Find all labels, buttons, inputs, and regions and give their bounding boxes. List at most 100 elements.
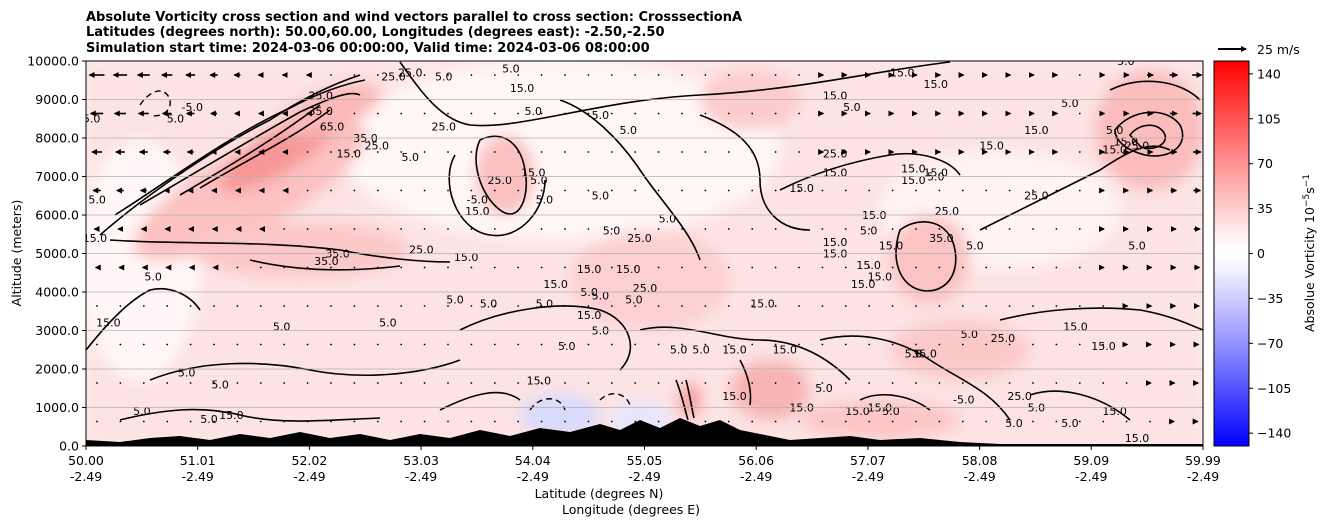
wind-vector [938, 420, 941, 423]
wind-vector [891, 266, 894, 269]
y-tick-label: 0.0 [59, 439, 79, 454]
wind-vector [564, 305, 566, 307]
wind-vector [493, 420, 496, 423]
contour-label: 5.0 [211, 378, 229, 391]
contour-label: 15.0 [527, 374, 552, 387]
wind-vector [493, 305, 496, 307]
wind-vector [353, 228, 356, 230]
wind-vector [423, 266, 426, 269]
wind-key-label: 25 m/s [1257, 42, 1300, 57]
wind-key: 25 m/s [1218, 42, 1300, 57]
contour-label: 5.0 [530, 174, 548, 187]
wind-vector [564, 420, 566, 423]
wind-vector [470, 343, 473, 346]
colorbar-tick-label: −105 [1257, 381, 1291, 396]
wind-vector [330, 459, 332, 461]
wind-vector [564, 382, 566, 384]
wind-vector [1055, 305, 1058, 307]
contour-label: 5.0 [620, 124, 638, 137]
wind-vector [610, 228, 613, 230]
y-tick-label: 8000.0 [35, 131, 79, 146]
wind-vector [166, 343, 169, 346]
wind-vector [447, 420, 449, 423]
wind-vector [634, 74, 637, 76]
wind-vector [1032, 266, 1034, 269]
wind-vector [704, 74, 707, 76]
wind-vector [330, 189, 332, 192]
wind-vector [821, 382, 824, 384]
wind-vector [634, 343, 637, 346]
wind-vector [751, 74, 754, 76]
wind-vector [1149, 420, 1151, 423]
contour-label: 5.0 [1117, 55, 1135, 68]
contour-label: 5.0 [379, 317, 397, 330]
contour-label: 25.0 [1125, 140, 1150, 153]
wind-vector [868, 189, 871, 192]
wind-vector [330, 112, 332, 115]
wind-vector [142, 382, 145, 384]
wind-vector [119, 343, 122, 346]
colorbar-tick-label: −140 [1257, 426, 1291, 441]
contour-lines [86, 61, 1203, 422]
wind-vector [844, 189, 847, 192]
wind-vector [1055, 189, 1058, 192]
wind-vector [938, 343, 941, 346]
wind-vector [751, 382, 754, 384]
wind-vector [564, 266, 566, 269]
wind-vectors [88, 72, 1203, 461]
wind-vector [470, 382, 473, 384]
wind-vector [985, 228, 988, 230]
x-tick-label-lon: -2.49 [963, 469, 995, 484]
x-axis-label-line-1: Latitude (degrees N) [535, 486, 664, 501]
contour-label: 35.0 [309, 105, 334, 118]
wind-vector [353, 382, 356, 384]
contour-label: 15.0 [96, 317, 121, 330]
wind-vector [447, 228, 449, 230]
wind-vector [400, 151, 403, 153]
wind-vector [657, 305, 660, 307]
wind-vector [259, 382, 262, 384]
wind-vector [891, 382, 894, 384]
wind-vector [189, 420, 192, 423]
wind-vector [540, 382, 543, 384]
wind-vector [961, 189, 964, 192]
wind-vector [798, 112, 800, 115]
wind-vector [400, 382, 403, 384]
x-tick-label-lon: -2.49 [628, 469, 660, 484]
wind-vector [681, 420, 683, 423]
wind-vector [353, 305, 356, 307]
wind-vector [96, 382, 98, 384]
wind-vector [587, 343, 590, 346]
wind-vector [1008, 343, 1011, 346]
wind-vector [166, 382, 169, 384]
wind-vector [447, 151, 449, 153]
wind-vector [142, 420, 145, 423]
wind-vector [1008, 266, 1011, 269]
x-tick-label-lat: 59.99 [1185, 453, 1221, 468]
contour-label: 5.0 [435, 70, 453, 83]
wind-vector [1102, 305, 1105, 307]
title-line-2: Latitudes (degrees north): 50.00,60.00, … [86, 25, 665, 40]
wind-vector [1078, 189, 1081, 192]
colorbar: 140 105 70 35 0 −35 −70 −105 −140 Absolue Vortic… [1213, 60, 1317, 447]
wind-vector [961, 382, 964, 384]
wind-vector [610, 420, 613, 423]
wind-vector [189, 382, 192, 384]
wind-vector [681, 266, 683, 269]
wind-vector [540, 189, 543, 192]
wind-vector [821, 420, 824, 423]
contour-label: 15.0 [1125, 432, 1150, 445]
wind-vector [1032, 343, 1034, 346]
wind-vector [774, 74, 777, 76]
wind-vector [330, 74, 332, 76]
wind-vector [891, 305, 894, 307]
wind-vector [376, 112, 379, 115]
wind-vector [844, 420, 847, 423]
x-tick-label-lon: -2.49 [1075, 469, 1107, 484]
wind-vector [704, 420, 707, 423]
wind-vector [470, 420, 473, 423]
wind-vector [423, 228, 426, 230]
wind-vector [283, 382, 286, 384]
contour-label: 5.0 [558, 340, 576, 353]
